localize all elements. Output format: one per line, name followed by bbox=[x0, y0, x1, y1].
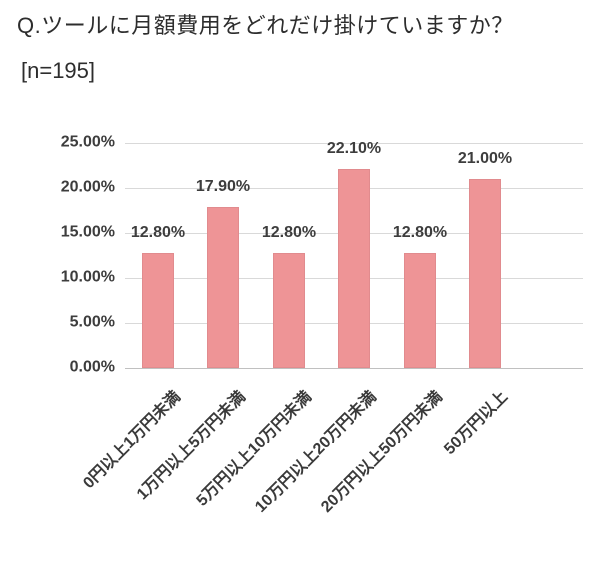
sample-size-label: [n=195] bbox=[21, 58, 96, 83]
chart-question-title: Q.ツールに月額費用をどれだけ掛けていますか？ bbox=[17, 13, 514, 38]
bar-2 bbox=[207, 207, 239, 368]
bar-5 bbox=[404, 253, 436, 368]
y-axis-tick-label: 5.00% bbox=[69, 313, 115, 331]
category-label-5: 20万円以上50万円未満 bbox=[318, 388, 447, 516]
y-axis-tick-label: 10.00% bbox=[60, 268, 115, 286]
y-axis-tick-label: 25.00% bbox=[60, 133, 115, 151]
gridline bbox=[125, 143, 583, 144]
data-label-4: 22.10% bbox=[326, 140, 382, 157]
data-label-1: 12.80% bbox=[130, 224, 186, 241]
bar-3 bbox=[273, 253, 305, 368]
category-label-3: 5万円以上10万円未満 bbox=[193, 388, 316, 510]
x-axis-line bbox=[125, 368, 583, 369]
data-label-2: 17.90% bbox=[195, 178, 251, 195]
data-label-6: 21.00% bbox=[457, 150, 513, 167]
category-label-6: 50万円以上 bbox=[441, 388, 512, 459]
category-label-4: 10万円以上20万円未満 bbox=[252, 388, 381, 516]
y-axis-tick-label: 20.00% bbox=[60, 178, 115, 196]
bar-4 bbox=[338, 169, 370, 368]
y-axis-tick-label: 0.00% bbox=[69, 358, 115, 376]
y-axis-tick-label: 15.00% bbox=[60, 223, 115, 241]
bar-6 bbox=[469, 179, 501, 368]
data-label-3: 12.80% bbox=[261, 224, 317, 241]
data-label-5: 12.80% bbox=[392, 224, 448, 241]
bar-1 bbox=[142, 253, 174, 368]
